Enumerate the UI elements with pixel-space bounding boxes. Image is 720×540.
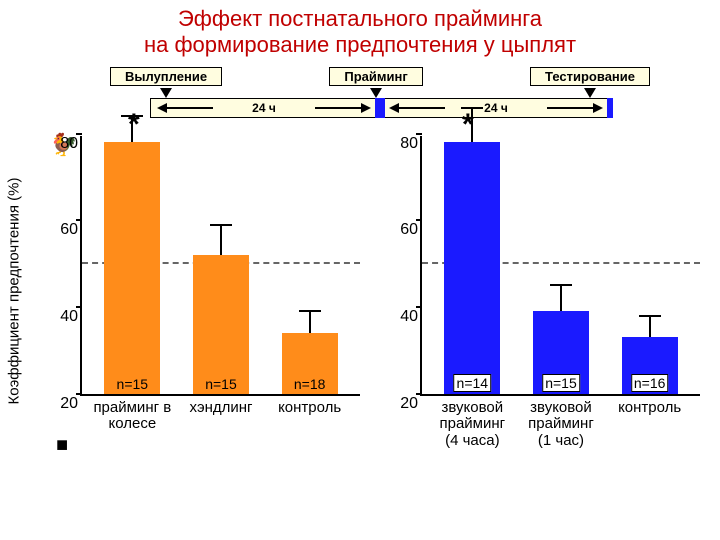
- plot-left: 20406080*n=15n=15n=18прайминг в колесехэ…: [80, 136, 360, 396]
- arrow-down-icon: [370, 88, 382, 98]
- right-panel: 20406080*n=14n=15n=16звуковой прайминг (…: [420, 136, 700, 446]
- arrow-down-icon: [160, 88, 172, 98]
- y-tick: 80: [48, 135, 78, 153]
- bar: n=15: [533, 311, 589, 393]
- n-label: n=18: [292, 376, 328, 392]
- n-label: n=14: [454, 374, 492, 392]
- category-label: прайминг в колесе: [92, 400, 172, 433]
- bar: n=15: [104, 142, 160, 393]
- y-tick: 60: [48, 221, 78, 239]
- title-line-1: Эффект постнатального прайминга: [0, 6, 720, 32]
- y-tick: 20: [388, 395, 418, 413]
- stage-hatch: Вылупление: [110, 67, 222, 86]
- category-label: звуковой прайминг (4 часа): [432, 400, 512, 450]
- n-label: n=15: [203, 376, 239, 392]
- y-tick: 20: [48, 395, 78, 413]
- bar: n=16: [622, 337, 678, 393]
- bar: n=14: [444, 142, 500, 393]
- category-label: контроль: [610, 400, 690, 450]
- timebar-label: 24 ч: [252, 101, 276, 115]
- n-label: n=15: [115, 376, 151, 392]
- stage-priming: Прайминг: [329, 67, 422, 86]
- n-label: n=16: [631, 374, 669, 392]
- category-label: контроль: [270, 400, 350, 433]
- bar: n=18: [282, 333, 338, 394]
- box-icon: ■: [56, 434, 68, 436]
- timebar-label: 24 ч: [484, 101, 508, 115]
- y-tick: 40: [388, 308, 418, 326]
- y-tick: 40: [48, 308, 78, 326]
- timebar-2: 24 ч: [382, 98, 610, 118]
- n-label: n=15: [542, 374, 580, 392]
- timeline: Вылупление Прайминг Тестирование 24 ч 24…: [110, 67, 650, 118]
- stage-testing: Тестирование: [530, 67, 650, 86]
- chart-title: Эффект постнатального прайминга на форми…: [0, 0, 720, 59]
- category-label: звуковой прайминг (1 час): [521, 400, 601, 450]
- y-tick: 60: [388, 221, 418, 239]
- title-line-2: на формирование предпочтения у цыплят: [0, 32, 720, 58]
- charts: Коэффициент предпочтения (%) 🐓 ■ 2040608…: [20, 136, 700, 446]
- category-label: хэндлинг: [181, 400, 261, 433]
- plot-right: 20406080*n=14n=15n=16звуковой прайминг (…: [420, 136, 700, 396]
- y-axis-label: Коэффициент предпочтения (%): [6, 177, 23, 404]
- bar: n=15: [193, 255, 249, 394]
- left-panel: 20406080*n=15n=15n=18прайминг в колесехэ…: [80, 136, 360, 446]
- arrow-down-icon: [584, 88, 596, 98]
- y-tick: 80: [388, 135, 418, 153]
- timebar-1: 24 ч: [150, 98, 378, 118]
